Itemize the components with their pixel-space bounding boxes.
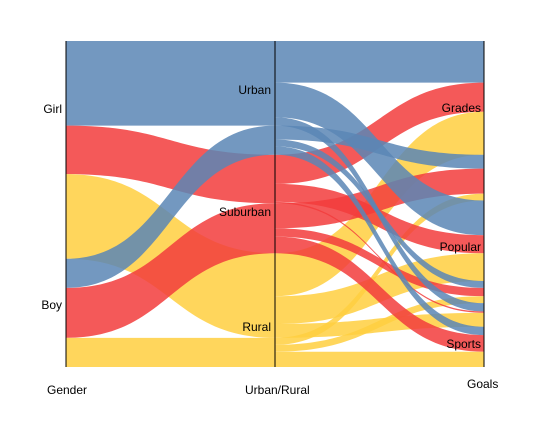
ribbon-boy-rural-sports: [275, 351, 484, 367]
ribbon-girl-suburban: [66, 125, 275, 204]
axes-layer: [65, 41, 485, 367]
axis-labels-layer: Gender Urban/Rural Goals: [47, 377, 498, 397]
ribbon-boy-suburban-grades: [275, 168, 484, 229]
ribbon-boy-rural: [66, 337, 275, 367]
ribbon-girl-suburban-sports: [275, 201, 484, 313]
axis-label-goals: Goals: [467, 377, 498, 391]
ribbon-girl-urban-popular: [275, 82, 484, 236]
ribbon-boy-suburban-popular: [275, 228, 484, 297]
ribbons-layer: [66, 41, 484, 367]
ribbon-girl-urban: [66, 41, 275, 126]
category-label-urban: Urban: [238, 83, 271, 97]
category-label-sports: Sports: [446, 337, 481, 351]
category-label-girl: Girl: [43, 102, 62, 116]
ribbon-boy-suburban-sports: [275, 236, 484, 352]
ribbon-girl-rural-sports: [275, 312, 484, 338]
ribbon-girl-urban-grades: [275, 41, 484, 83]
category-label-popular: Popular: [440, 240, 481, 254]
category-label-rural: Rural: [242, 320, 271, 334]
axis-label-gender: Gender: [47, 383, 87, 397]
ribbon-boy-rural-grades: [275, 193, 484, 345]
ribbon-girl-urban-sports: [275, 117, 484, 312]
ribbon-boy-urban: [66, 125, 275, 288]
axis-label-urban-rural: Urban/Rural: [245, 383, 310, 397]
category-label-grades: Grades: [442, 101, 481, 115]
category-label-boy: Boy: [41, 298, 62, 312]
category-labels-layer: Girl Boy Urban Suburban Rural Grades Pop…: [41, 83, 481, 351]
category-label-suburban: Suburban: [219, 205, 271, 219]
ribbon-boy-urban-sports: [275, 146, 484, 336]
ribbon-boy-suburban: [66, 203, 275, 338]
